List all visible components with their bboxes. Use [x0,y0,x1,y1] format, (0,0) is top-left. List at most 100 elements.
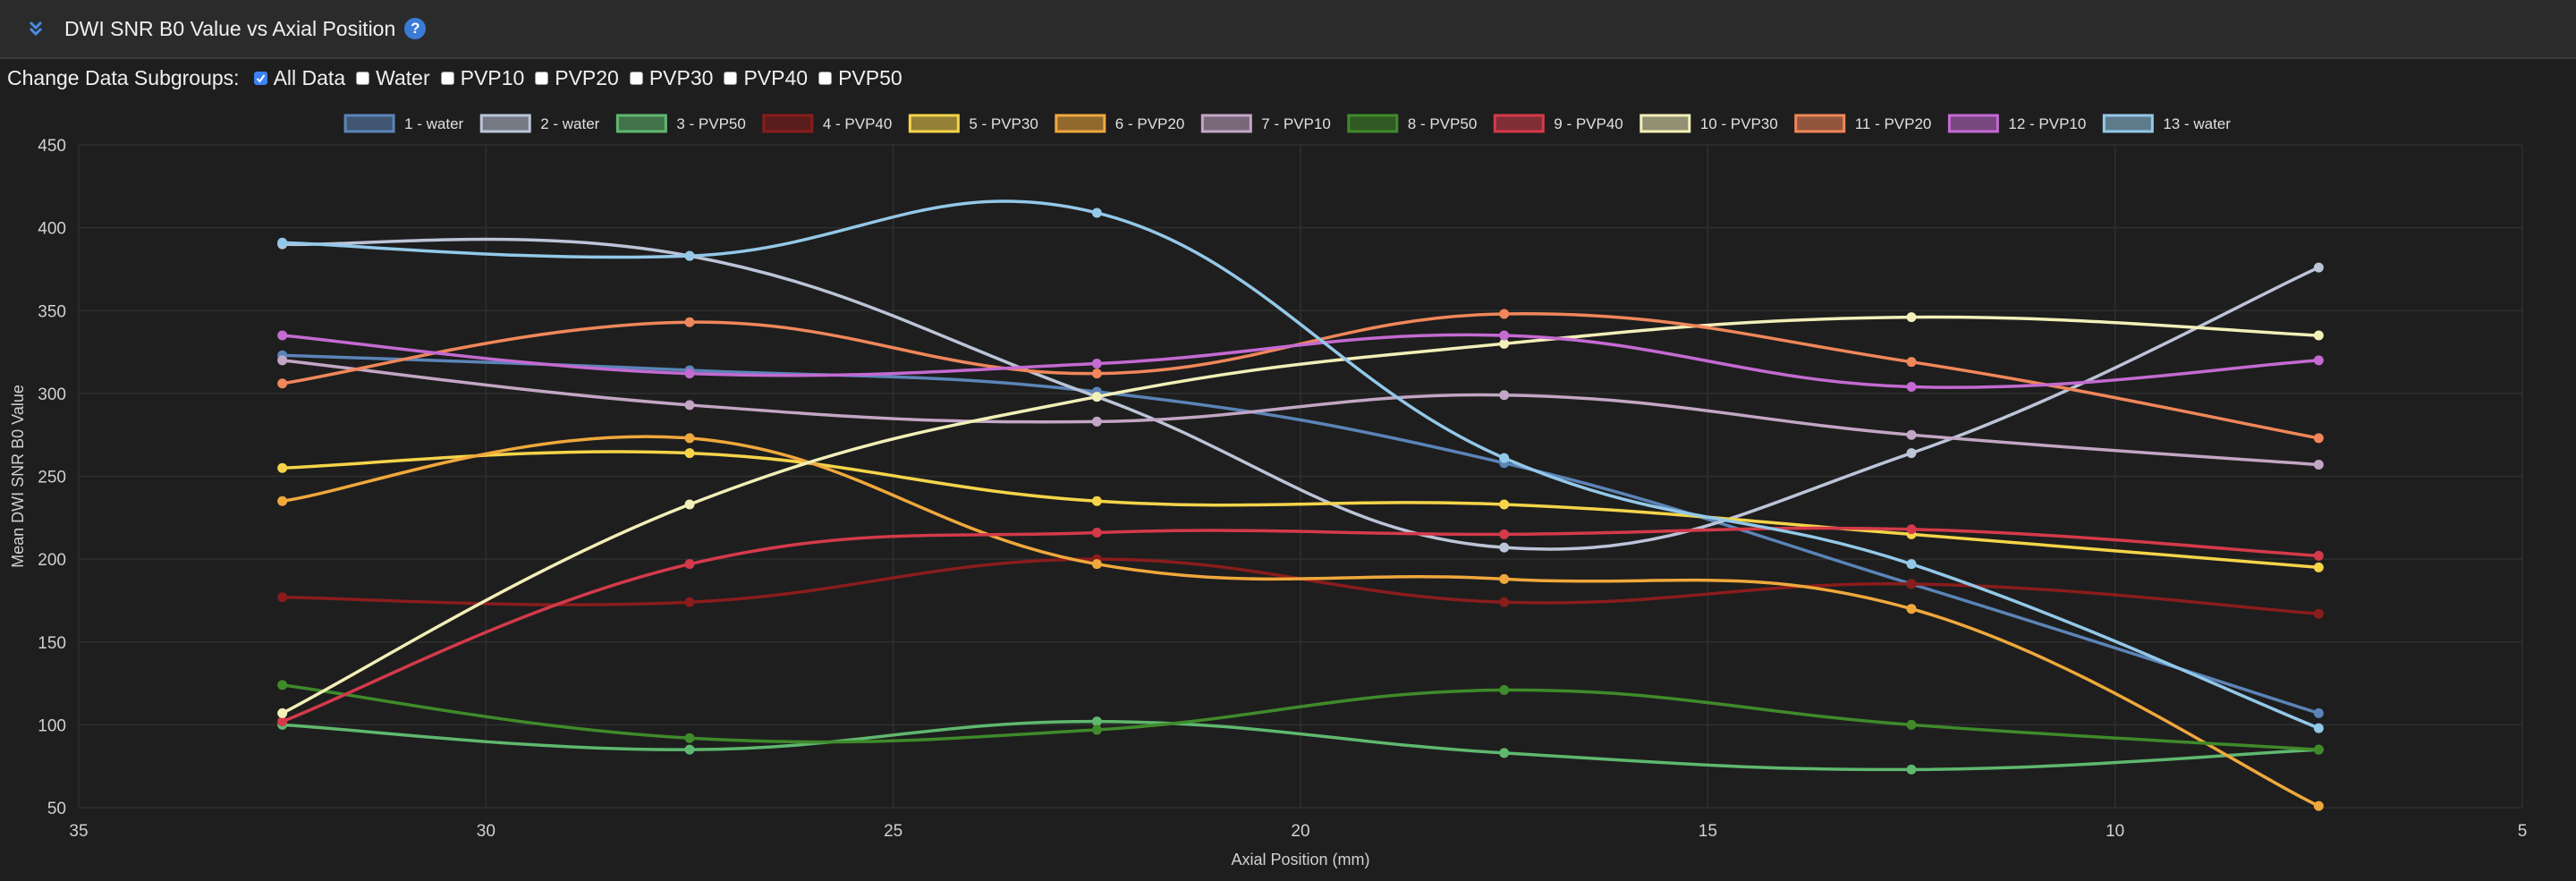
series-line-5[interactable] [282,450,2319,570]
data-point[interactable] [1091,724,1102,735]
legend-swatch[interactable] [1640,114,1691,133]
data-point[interactable] [1499,597,1510,607]
legend-label[interactable]: 12 - PVP10 [2008,115,2086,132]
legend-label[interactable]: 4 - PVP40 [823,115,893,132]
data-point[interactable] [1091,392,1102,402]
subgroup-checkbox-pvp10[interactable]: PVP10 [440,66,524,90]
help-icon[interactable]: ? [404,18,427,39]
data-point[interactable] [1906,559,1917,570]
data-point[interactable] [2313,562,2324,572]
data-point[interactable] [2313,744,2324,755]
data-point[interactable] [1906,524,1917,535]
legend-swatch[interactable] [908,114,960,133]
legend-label[interactable]: 8 - PVP50 [1408,115,1478,132]
legend-swatch[interactable] [1200,114,1252,133]
checkbox-unchecked-icon[interactable] [818,71,833,85]
series-line-3[interactable] [282,719,2319,772]
legend-swatch[interactable] [1055,114,1106,133]
legend-swatch[interactable] [1947,114,1999,133]
legend-swatch[interactable] [479,114,531,133]
data-point[interactable] [1906,604,1917,614]
legend-swatch[interactable] [343,114,395,133]
data-point[interactable] [684,317,695,327]
legend-label[interactable]: 7 - PVP10 [1261,115,1331,132]
series-line-13[interactable] [282,199,2319,730]
checkbox-unchecked-icon[interactable] [440,71,454,85]
data-point[interactable] [684,499,695,510]
legend-swatch[interactable] [615,114,667,133]
collapse-chevrons-icon[interactable] [27,19,47,38]
data-point[interactable] [1499,529,1510,539]
data-point[interactable] [2313,355,2324,366]
series-line-6[interactable] [282,435,2320,808]
data-point[interactable] [1091,208,1102,218]
legend-swatch[interactable] [762,114,814,133]
data-point[interactable] [684,368,695,379]
subgroup-checkbox-pvp50[interactable]: PVP50 [818,66,902,90]
data-point[interactable] [277,462,288,473]
data-point[interactable] [1499,330,1510,341]
data-point[interactable] [2313,433,2324,444]
legend-swatch[interactable] [2102,114,2154,133]
legend-label[interactable]: 3 - PVP50 [676,115,746,132]
data-point[interactable] [277,496,288,506]
data-point[interactable] [1906,357,1917,368]
data-point[interactable] [277,716,288,727]
legend-label[interactable]: 10 - PVP30 [1700,115,1778,132]
series-line-10[interactable] [281,315,2319,715]
data-point[interactable] [277,237,288,248]
data-point[interactable] [277,355,288,366]
data-point[interactable] [277,707,288,718]
checkbox-unchecked-icon[interactable] [724,71,738,85]
data-point[interactable] [1091,559,1102,570]
data-point[interactable] [2313,801,2324,811]
data-point[interactable] [1499,573,1510,584]
data-point[interactable] [2313,608,2324,619]
checkbox-unchecked-icon[interactable] [356,71,370,85]
data-point[interactable] [1091,368,1102,379]
legend-label[interactable]: 6 - PVP20 [1115,115,1185,132]
data-point[interactable] [2313,550,2324,561]
data-point[interactable] [684,400,695,411]
data-point[interactable] [1906,381,1917,392]
checkbox-unchecked-icon[interactable] [535,71,549,85]
checkbox-checked-icon[interactable] [253,71,267,85]
data-point[interactable] [1499,453,1510,463]
subgroup-checkbox-all-data[interactable]: All Data [253,66,345,90]
data-point[interactable] [684,744,695,755]
data-point[interactable] [1906,429,1917,440]
data-point[interactable] [1091,716,1102,727]
data-point[interactable] [684,597,695,607]
data-point[interactable] [1906,579,1917,589]
data-point[interactable] [277,378,288,389]
legend-label[interactable]: 11 - PVP20 [1855,115,1932,132]
legend-label[interactable]: 1 - water [404,115,463,132]
data-point[interactable] [684,733,695,743]
data-point[interactable] [2313,460,2324,470]
subgroup-checkbox-pvp40[interactable]: PVP40 [724,66,808,90]
legend-label[interactable]: 5 - PVP30 [969,115,1038,132]
data-point[interactable] [1499,390,1510,401]
data-point[interactable] [1906,448,1917,459]
data-point[interactable] [1091,359,1102,369]
series-line-9[interactable] [282,526,2319,724]
legend-label[interactable]: 13 - water [2163,115,2231,132]
data-point[interactable] [2313,707,2324,718]
series-line-1[interactable] [282,353,2319,716]
data-point[interactable] [1499,309,1510,319]
series-line-7[interactable] [282,359,2319,467]
series-line-2[interactable] [282,237,2320,551]
subgroup-checkbox-pvp20[interactable]: PVP20 [535,66,619,90]
data-point[interactable] [1499,499,1510,510]
data-point[interactable] [1499,542,1510,553]
data-point[interactable] [1906,312,1917,323]
data-point[interactable] [2313,330,2324,341]
data-point[interactable] [1499,338,1510,349]
data-point[interactable] [1499,748,1510,758]
legend-swatch[interactable] [1794,114,1846,133]
legend-label[interactable]: 2 - water [540,115,599,132]
legend-swatch[interactable] [1347,114,1399,133]
subgroup-checkbox-pvp30[interactable]: PVP30 [629,66,713,90]
data-point[interactable] [277,592,288,603]
data-point[interactable] [2313,262,2324,273]
